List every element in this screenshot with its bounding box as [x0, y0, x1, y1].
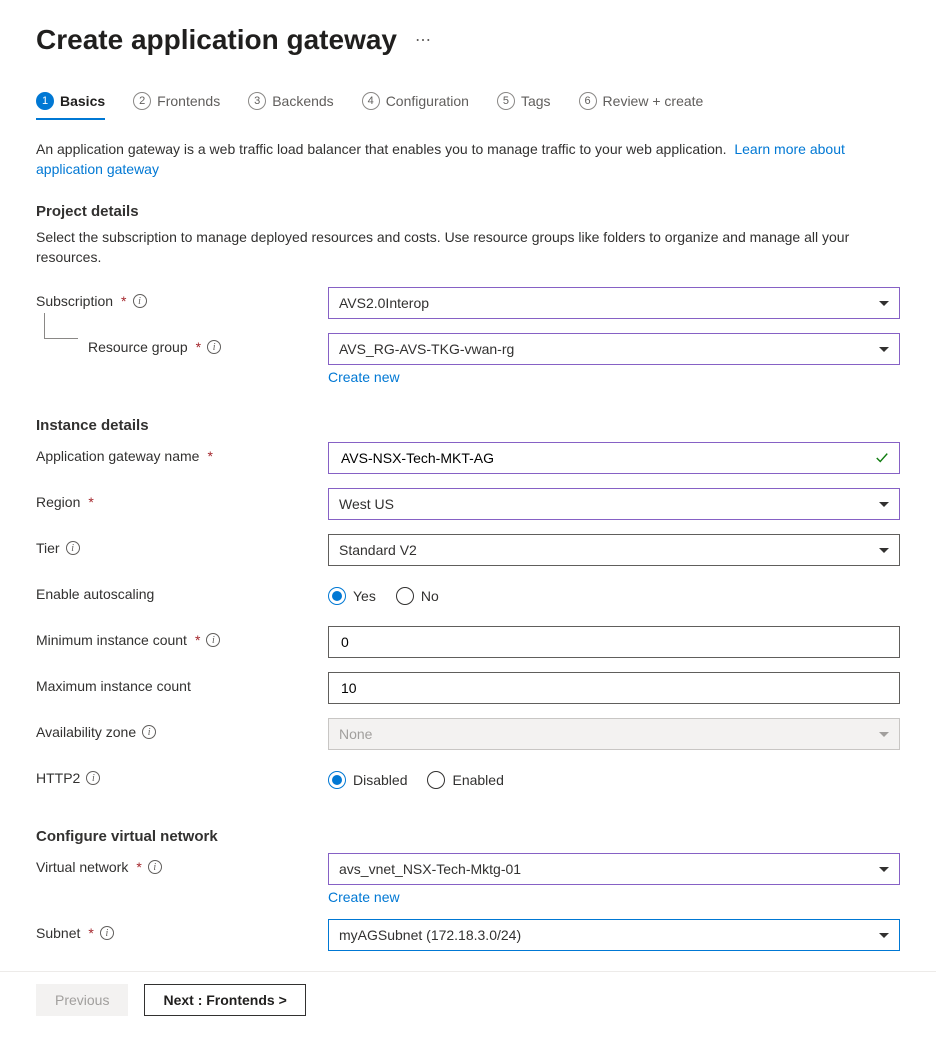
region-select[interactable]: West US	[328, 488, 900, 520]
autoscaling-yes-radio[interactable]: Yes	[328, 587, 376, 605]
autoscaling-radio-group: Yes No	[328, 580, 900, 612]
subscription-select[interactable]: AVS2.0Interop	[328, 287, 900, 319]
create-new-resource-group-link[interactable]: Create new	[328, 369, 400, 385]
tab-configuration[interactable]: 4 Configuration	[362, 92, 469, 120]
chevron-down-icon	[879, 548, 889, 553]
max-instance-input[interactable]	[328, 672, 900, 704]
gateway-name-label: Application gateway name	[36, 448, 199, 464]
tab-backends[interactable]: 3 Backends	[248, 92, 333, 120]
tab-label: Basics	[60, 93, 105, 109]
info-icon[interactable]	[142, 725, 156, 739]
virtual-network-select[interactable]: avs_vnet_NSX-Tech-Mktg-01	[328, 853, 900, 885]
page-title: Create application gateway	[36, 24, 397, 56]
wizard-footer: Previous Next : Frontends >	[0, 971, 936, 1028]
tab-frontends[interactable]: 2 Frontends	[133, 92, 220, 120]
tab-step-number: 2	[133, 92, 151, 110]
tab-tags[interactable]: 5 Tags	[497, 92, 551, 120]
tab-step-number: 3	[248, 92, 266, 110]
info-icon[interactable]	[206, 633, 220, 647]
section-heading: Project details	[36, 203, 900, 220]
http2-label: HTTP2	[36, 770, 80, 786]
availability-zone-label: Availability zone	[36, 724, 136, 740]
intro-text: An application gateway is a web traffic …	[36, 140, 900, 179]
availability-zone-select: None	[328, 718, 900, 750]
valid-check-icon	[875, 451, 889, 465]
create-new-vnet-link[interactable]: Create new	[328, 889, 400, 905]
chevron-down-icon	[879, 732, 889, 737]
subnet-label: Subnet	[36, 925, 80, 941]
required-indicator: *	[88, 925, 93, 941]
info-icon[interactable]	[86, 771, 100, 785]
tab-label: Configuration	[386, 93, 469, 109]
tab-label: Frontends	[157, 93, 220, 109]
tab-basics[interactable]: 1 Basics	[36, 92, 105, 120]
resource-group-label: Resource group	[88, 339, 188, 355]
region-label: Region	[36, 494, 80, 510]
resource-group-select[interactable]: AVS_RG-AVS-TKG-vwan-rg	[328, 333, 900, 365]
tab-step-number: 1	[36, 92, 54, 110]
http2-radio-group: Disabled Enabled	[328, 764, 900, 796]
info-icon[interactable]	[207, 340, 221, 354]
info-icon[interactable]	[100, 926, 114, 940]
required-indicator: *	[196, 339, 201, 355]
tree-indent-line	[44, 313, 78, 339]
chevron-down-icon	[879, 347, 889, 352]
required-indicator: *	[136, 859, 141, 875]
section-description: Select the subscription to manage deploy…	[36, 228, 900, 267]
tab-review-create[interactable]: 6 Review + create	[579, 92, 704, 120]
tab-label: Tags	[521, 93, 551, 109]
min-instance-input[interactable]	[328, 626, 900, 658]
http2-enabled-radio[interactable]: Enabled	[427, 771, 503, 789]
required-indicator: *	[195, 632, 200, 648]
required-indicator: *	[121, 293, 126, 309]
subscription-label: Subscription	[36, 293, 113, 309]
section-virtual-network: Configure virtual network Virtual networ…	[36, 828, 900, 951]
virtual-network-label: Virtual network	[36, 859, 128, 875]
tab-step-number: 6	[579, 92, 597, 110]
info-icon[interactable]	[66, 541, 80, 555]
wizard-tabs: 1 Basics 2 Frontends 3 Backends 4 Config…	[36, 92, 900, 120]
tier-label: Tier	[36, 540, 60, 556]
gateway-name-input[interactable]	[328, 442, 900, 474]
chevron-down-icon	[879, 301, 889, 306]
section-project-details: Project details Select the subscription …	[36, 203, 900, 385]
tab-step-number: 4	[362, 92, 380, 110]
info-icon[interactable]	[148, 860, 162, 874]
required-indicator: *	[88, 494, 93, 510]
chevron-down-icon	[879, 933, 889, 938]
autoscaling-no-radio[interactable]: No	[396, 587, 439, 605]
tab-label: Backends	[272, 93, 333, 109]
info-icon[interactable]	[133, 294, 147, 308]
section-heading: Configure virtual network	[36, 828, 900, 845]
http2-disabled-radio[interactable]: Disabled	[328, 771, 407, 789]
required-indicator: *	[207, 448, 212, 464]
section-instance-details: Instance details Application gateway nam…	[36, 417, 900, 796]
previous-button: Previous	[36, 984, 128, 1016]
max-instance-label: Maximum instance count	[36, 678, 191, 694]
more-icon[interactable]: ⋯	[415, 30, 431, 50]
tab-label: Review + create	[603, 93, 704, 109]
autoscaling-label: Enable autoscaling	[36, 586, 154, 602]
section-heading: Instance details	[36, 417, 900, 434]
chevron-down-icon	[879, 867, 889, 872]
chevron-down-icon	[879, 502, 889, 507]
subnet-select[interactable]: myAGSubnet (172.18.3.0/24)	[328, 919, 900, 951]
min-instance-label: Minimum instance count	[36, 632, 187, 648]
tier-select[interactable]: Standard V2	[328, 534, 900, 566]
tab-step-number: 5	[497, 92, 515, 110]
next-button[interactable]: Next : Frontends >	[144, 984, 305, 1016]
